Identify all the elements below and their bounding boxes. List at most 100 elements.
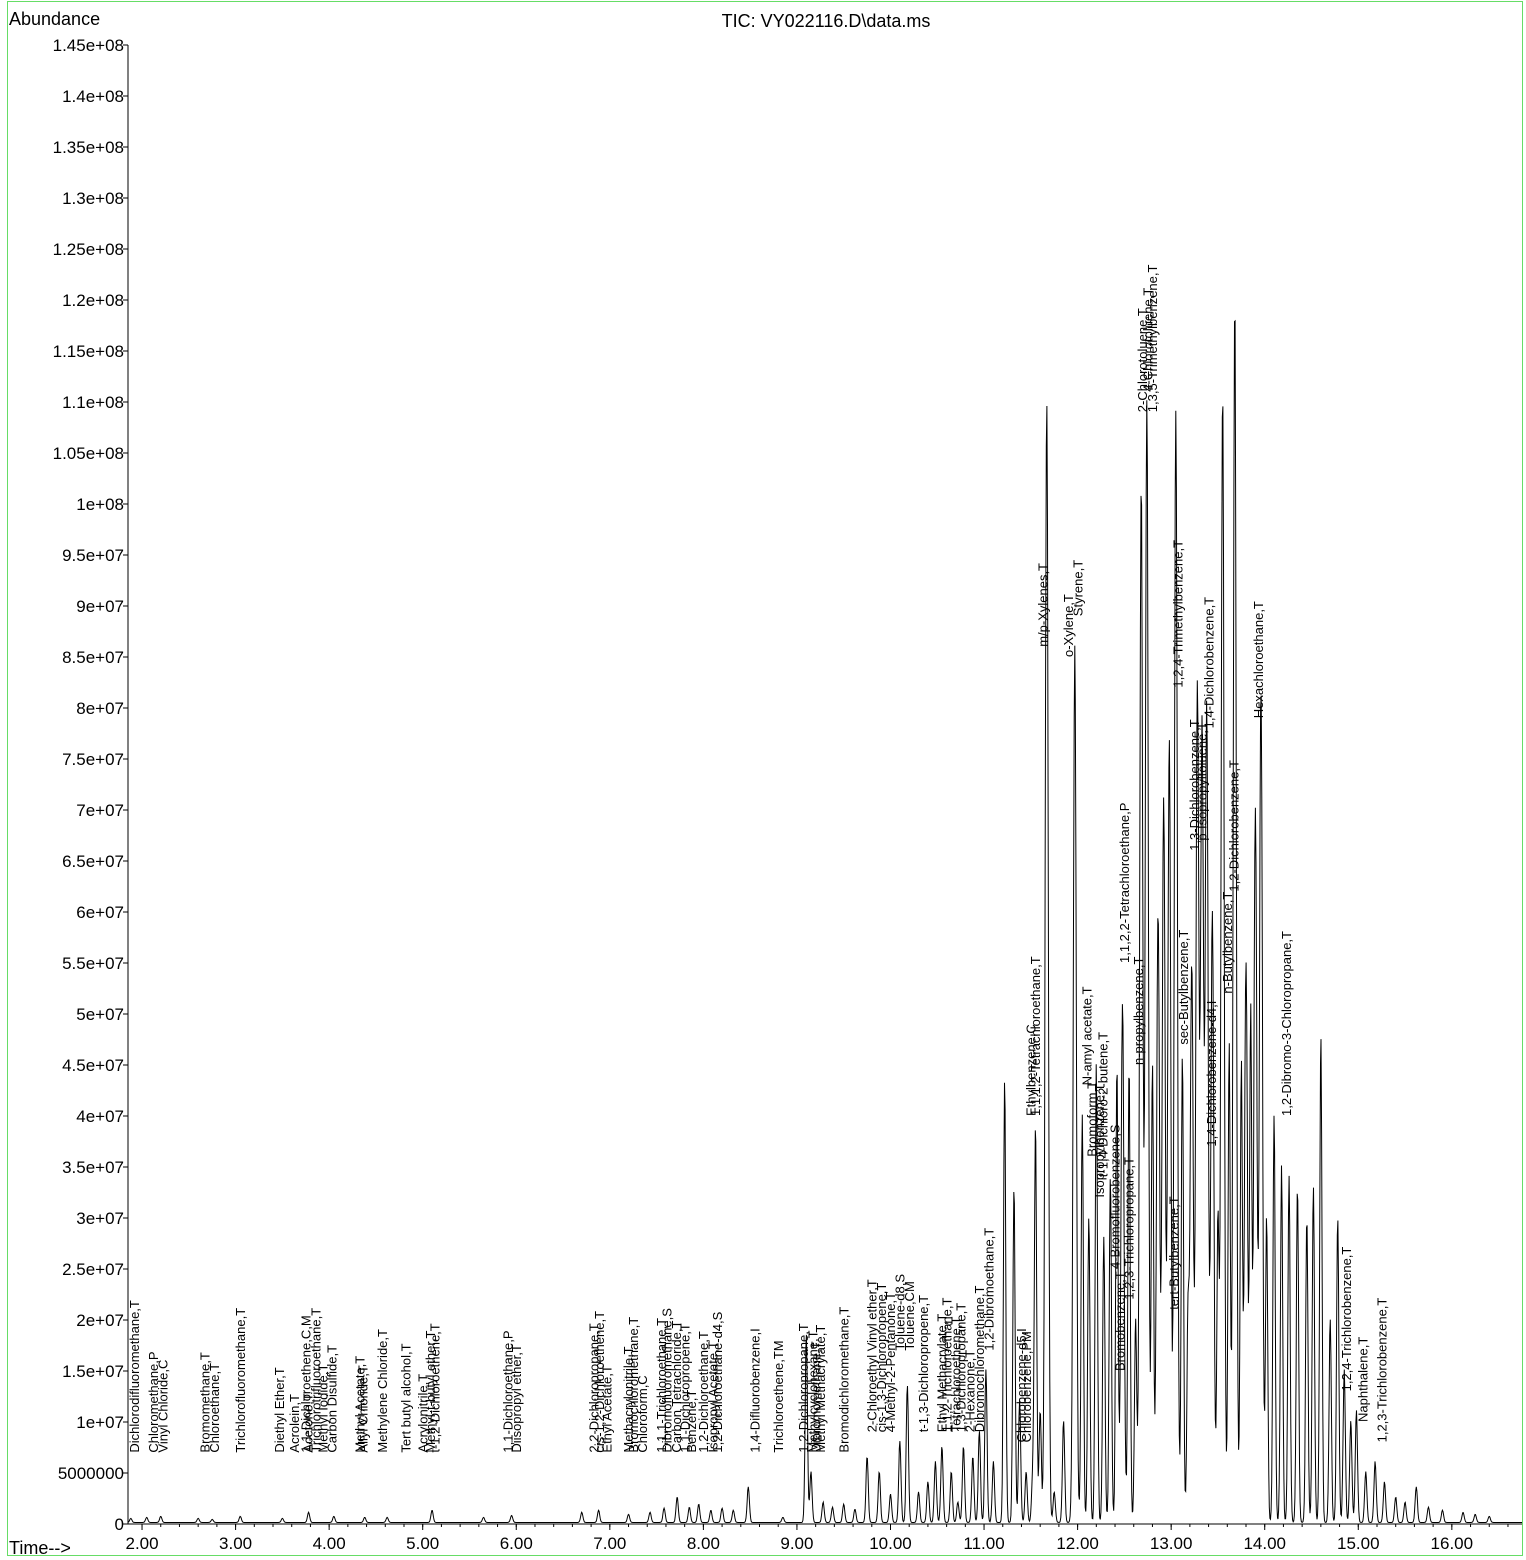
x-tick-label: 12.00 bbox=[1056, 1534, 1099, 1553]
peak-label: Dibromomethane,T bbox=[808, 1341, 823, 1452]
peak-label: Styrene,T bbox=[1070, 560, 1085, 616]
peak-label: Methylcyclohexane,T bbox=[806, 1330, 821, 1452]
y-tick-label: 7e+07 bbox=[76, 801, 124, 820]
peak-label: Bromomethane,T bbox=[197, 1352, 212, 1452]
y-tick-label: 6.5e+07 bbox=[62, 852, 124, 871]
peak-label: Carbon Disulfide,T bbox=[325, 1345, 340, 1453]
peak-label: Naphthalene,T bbox=[1356, 1337, 1371, 1422]
peak-label: m/p-Xylenes,T bbox=[1036, 563, 1051, 647]
y-tick-label: 1.15e+08 bbox=[53, 342, 124, 361]
chromatogram-trace bbox=[127, 319, 1522, 1524]
peak-label: Methacrylonitrile,T bbox=[621, 1346, 636, 1452]
peak-label: 1,2-Dibromoethane,T bbox=[981, 1228, 996, 1351]
chart-frame bbox=[7, 1, 1523, 1556]
x-tick-label: 6.00 bbox=[500, 1534, 533, 1553]
y-tick-label: 3e+07 bbox=[76, 1209, 124, 1228]
y-tick-label: 9e+07 bbox=[76, 597, 124, 616]
peak-label: t-1,4-Dichloro-2-butene,T bbox=[1096, 1032, 1111, 1177]
y-tick-label: 4.5e+07 bbox=[62, 1056, 124, 1075]
peak-label: Diisopropyl ether,T bbox=[509, 1344, 524, 1452]
x-axis-title: Time--> bbox=[9, 1538, 71, 1558]
peak-label: 1,2,4-Trichlorobenzene,T bbox=[1339, 1247, 1354, 1392]
peak-label: 1,1,2-Trichloroethane,T bbox=[939, 1298, 954, 1433]
peak-label: Toluene-d8,S bbox=[893, 1274, 908, 1351]
peak-label: 1,1,2,2-Tetrachloroethane,P bbox=[1117, 803, 1132, 963]
y-tick-label: 4e+07 bbox=[76, 1107, 124, 1126]
peak-label: Bromochloromethane,T bbox=[626, 1317, 641, 1453]
peak-label: Chloroform,C bbox=[635, 1375, 650, 1452]
peak-label: 1,1,1-Trichloroethane,T bbox=[654, 1318, 669, 1453]
peak-label: 1,4-Difluorobenzene,I bbox=[748, 1328, 763, 1452]
peak-label: Acrolein,T bbox=[287, 1394, 302, 1453]
peak-label: Methyl Iodide,T bbox=[315, 1364, 330, 1453]
peak-label: 1,2,3-Trichloropropane,T bbox=[1122, 1157, 1137, 1300]
peak-label: Dichlorodifluoromethane,T bbox=[127, 1300, 142, 1453]
x-tick-label: 14.00 bbox=[1243, 1534, 1286, 1553]
y-tick-label: 9.5e+07 bbox=[62, 546, 124, 565]
x-tick-label: 7.00 bbox=[593, 1534, 626, 1553]
peak-labels: Dichlorodifluoromethane,T Chloromethane,P… bbox=[127, 265, 1389, 1453]
x-tick-label: 9.00 bbox=[780, 1534, 813, 1553]
peak-label: cis-1,2-Dichloroethene,T bbox=[592, 1311, 607, 1453]
y-tick-label: 5000000 bbox=[58, 1464, 124, 1483]
peak-label: 1,2,3-Trichlorobenzene,T bbox=[1374, 1298, 1389, 1443]
peak-label: Ethylbenzene,C bbox=[1024, 1024, 1039, 1116]
peak-label: 1,1-Dichloroethene,C,M bbox=[298, 1315, 313, 1452]
y-tick-label: 6e+07 bbox=[76, 903, 124, 922]
y-tick-label: 3.5e+07 bbox=[62, 1158, 124, 1177]
peak-label: 2-Chloroethyl Vinyl ether,T bbox=[865, 1279, 880, 1432]
peak-label: 1,1-Dichloropropene,T bbox=[677, 1323, 692, 1452]
peak-label: Toluene,CM bbox=[902, 1281, 917, 1350]
y-tick-label: 1.2e+08 bbox=[62, 291, 124, 310]
x-tick-label: 13.00 bbox=[1150, 1534, 1193, 1553]
peak-label: Acrylonitrile,T bbox=[415, 1374, 430, 1453]
x-tick-label: 5.00 bbox=[406, 1534, 439, 1553]
x-tick-label: 8.00 bbox=[687, 1534, 720, 1553]
peak-label: t-1,2-Dichloroethene,T bbox=[428, 1323, 443, 1452]
peak-label: 2-Hexanone,T bbox=[963, 1350, 978, 1432]
y-tick-label: 1.25e+08 bbox=[53, 240, 124, 259]
peak-label: t-1,3-Dichloropropene,T bbox=[916, 1295, 931, 1432]
x-tick-label: 3.00 bbox=[219, 1534, 252, 1553]
peak-label: Allyl Chloride,T bbox=[356, 1365, 371, 1452]
peak-label: 1,2-Dichloroethane-d4,S bbox=[710, 1311, 725, 1452]
peak-label: Tert butyl alcohol,T bbox=[399, 1343, 414, 1452]
y-tick-label: 1e+08 bbox=[76, 495, 124, 514]
peak-label: 4-Methyl-2-Pentanone,T bbox=[883, 1292, 898, 1432]
peak-label: Hexachloroethane,T bbox=[1251, 601, 1266, 718]
peak-label: Trichlorotrifluoroethane,T bbox=[309, 1308, 324, 1453]
x-tick-label: 15.00 bbox=[1337, 1534, 1380, 1553]
x-tick-label: 11.00 bbox=[963, 1534, 1004, 1553]
y-tick-label: 1.1e+08 bbox=[62, 393, 124, 412]
peak-label: 4-Chlorotoluene,T bbox=[1140, 288, 1155, 392]
peak-label: Methylene Chloride,T bbox=[375, 1329, 390, 1453]
peak-label: 1,4-Dichlorobenzene,T bbox=[1201, 597, 1216, 729]
y-tick-label: 1.3e+08 bbox=[62, 189, 124, 208]
peak-label: Chlorobenzene,PM bbox=[1019, 1331, 1034, 1442]
y-tick-label: 5.5e+07 bbox=[62, 954, 124, 973]
peak-label: Dibromofluoromethane,S bbox=[660, 1308, 675, 1453]
peak-label: cis-1,3-Dichloropropene,T bbox=[874, 1283, 889, 1433]
peak-label: Ethyl Acetate,T bbox=[600, 1365, 615, 1452]
y-tick-label: 1.05e+08 bbox=[53, 444, 124, 463]
x-tick-label: 4.00 bbox=[313, 1534, 346, 1553]
peak-label: 1,3-Dichloropropane,T bbox=[953, 1303, 968, 1432]
peak-label: 1,2-Dichlorobenzene,T bbox=[1227, 760, 1242, 892]
peak-label: Isopropyl Acetate,T bbox=[705, 1341, 720, 1452]
peak-label: Trichlorofluoromethane,T bbox=[233, 1308, 248, 1453]
peak-label: Methyl Acetate,T bbox=[353, 1356, 368, 1453]
peak-label: Chloroethane,T bbox=[207, 1363, 222, 1453]
peak-label: Tetrachloroethene,T bbox=[949, 1317, 964, 1433]
peak-label: tert-Butylbenzene,T bbox=[1167, 1196, 1182, 1310]
peak-label: Chlorobenzene-d5,I bbox=[1014, 1328, 1029, 1442]
peak-label: Ethyl Methacrylate,T bbox=[935, 1314, 950, 1433]
peak-label: Benzene,T bbox=[684, 1390, 699, 1453]
peak-label: n-Butylbenzene,T bbox=[1220, 892, 1235, 994]
peak-label: Chloromethane,P bbox=[146, 1351, 161, 1452]
peak-label: n-propylbenzene,T bbox=[1131, 957, 1146, 1065]
x-tick-label: 16.00 bbox=[1431, 1534, 1474, 1553]
y-tick-label: 1.5e+07 bbox=[62, 1362, 124, 1381]
y-tick-label: 1.45e+08 bbox=[53, 36, 124, 55]
y-tick-label: 1.35e+08 bbox=[53, 138, 124, 157]
